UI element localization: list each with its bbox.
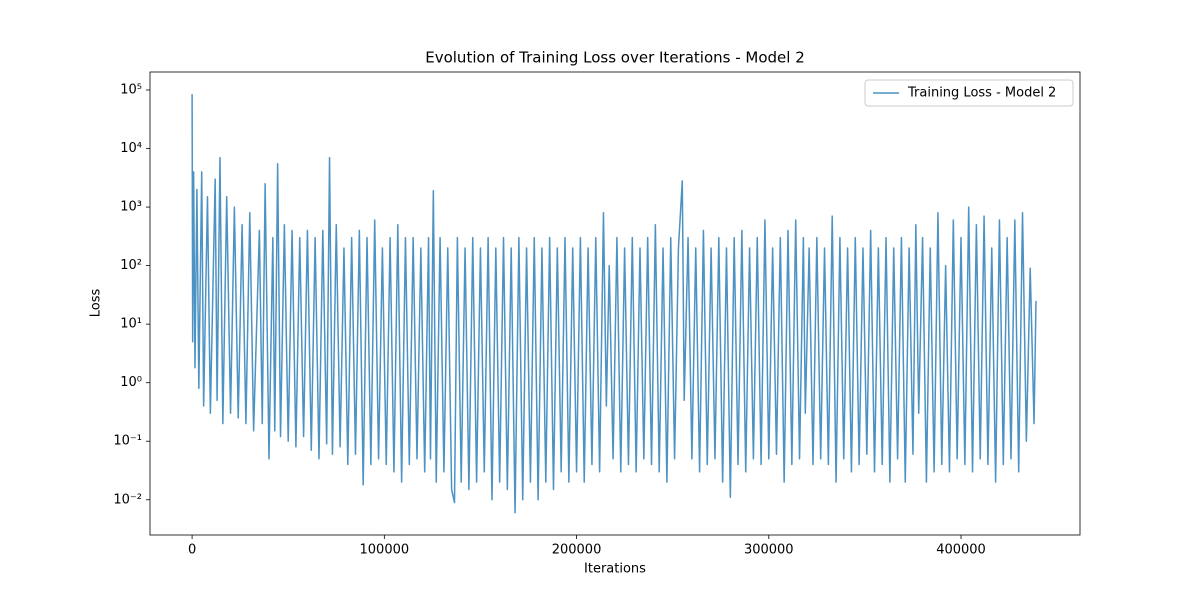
x-tick-label: 400000	[936, 543, 986, 558]
x-tick-label: 300000	[744, 543, 794, 558]
y-tick-label: 10⁰	[120, 375, 142, 390]
chart-title: Evolution of Training Loss over Iteratio…	[425, 49, 805, 67]
y-tick-label: 10⁻²	[113, 492, 142, 507]
loss-line	[191, 94, 1037, 514]
legend-label: Training Loss - Model 2	[907, 86, 1056, 101]
y-tick-label: 10³	[120, 200, 142, 215]
y-tick-label: 10⁵	[120, 82, 142, 97]
y-tick-label: 10⁴	[120, 141, 142, 156]
y-tick-label: 10⁻¹	[113, 434, 142, 449]
x-tick-label: 0	[188, 543, 196, 558]
x-tick-label: 100000	[360, 543, 410, 558]
legend-box	[864, 79, 1074, 107]
y-axis-label: Loss	[89, 289, 104, 318]
x-axis-label: Iterations	[584, 562, 646, 577]
plot-frame	[149, 71, 1081, 536]
y-tick-label: 10¹	[120, 317, 142, 332]
x-tick-label: 200000	[552, 543, 602, 558]
y-tick-label: 10²	[120, 258, 142, 273]
